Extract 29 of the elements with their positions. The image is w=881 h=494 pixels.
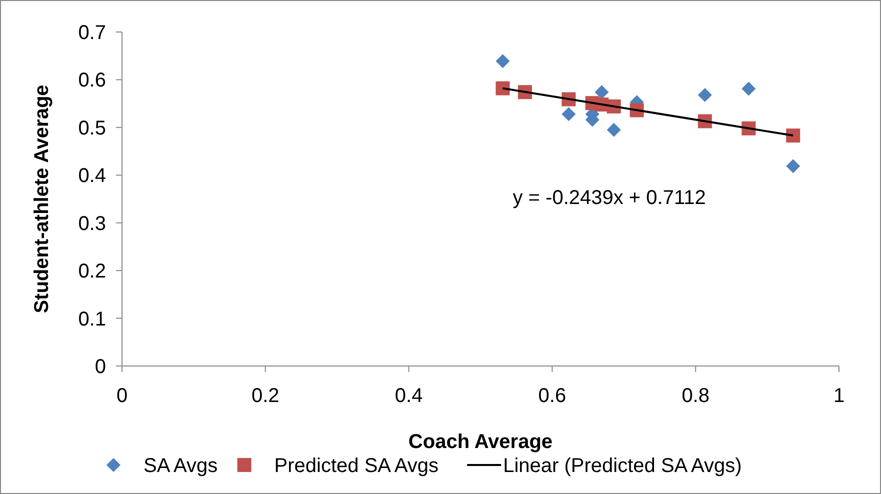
x-tick-label: 0.8 [682,385,710,407]
y-tick-label: 0.3 [78,212,106,235]
y-tick-label: 0.4 [78,165,106,188]
y-tick-label: 0 [94,356,106,378]
x-axis-title: Coach Average [408,431,553,453]
point [594,85,609,100]
y-tick-label: 0.7 [78,22,106,44]
annotation: y = -0.2439x + 0.7112 [512,186,706,209]
point [496,81,510,96]
y-tick-label: 0.1 [78,308,106,330]
y-tick-label: 0.5 [78,117,106,140]
point [786,128,800,143]
point [606,122,621,137]
y-tick-label: 0.2 [78,260,106,283]
point [698,88,712,102]
point [786,159,800,174]
point [742,82,756,96]
x-tick-label: 1 [833,385,845,407]
point [562,107,576,122]
x-tick-label: 0.6 [538,385,566,407]
legend-label: Predicted SA Avgs [274,455,438,477]
y-tick-label: 0.6 [78,70,106,92]
legend-label: SA Avgs [144,455,218,477]
x-tick-label: 0 [116,385,128,407]
x-tick-label: 0.4 [394,385,423,407]
point [496,54,510,68]
y-axis-title: Student-athlete Average [31,84,53,314]
legend-label: Linear (Predicted SA Avgs) [503,455,742,477]
x-tick-label: 0.2 [251,385,280,407]
